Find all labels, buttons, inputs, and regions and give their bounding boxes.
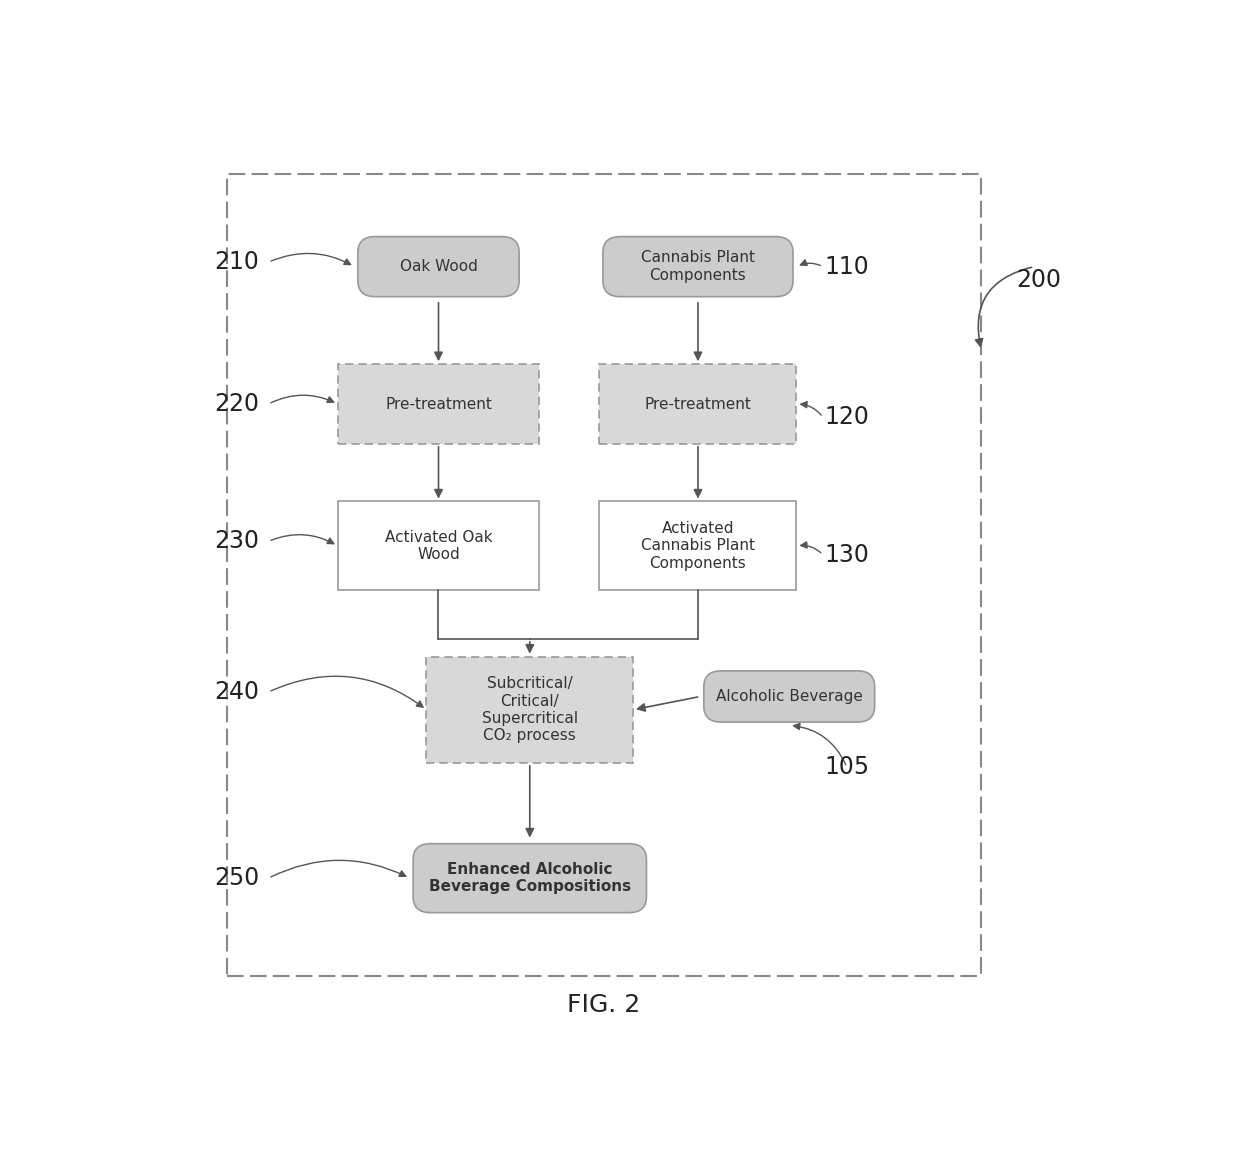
Text: Alcoholic Beverage: Alcoholic Beverage bbox=[715, 689, 863, 704]
Text: Pre-treatment: Pre-treatment bbox=[645, 396, 751, 412]
Text: Subcritical/
Critical/
Supercritical
CO₂ process: Subcritical/ Critical/ Supercritical CO₂… bbox=[481, 676, 578, 744]
FancyBboxPatch shape bbox=[599, 502, 796, 590]
Text: Oak Wood: Oak Wood bbox=[399, 259, 477, 274]
FancyBboxPatch shape bbox=[337, 502, 539, 590]
Text: 220: 220 bbox=[215, 392, 259, 416]
FancyBboxPatch shape bbox=[704, 671, 874, 722]
Text: 230: 230 bbox=[215, 529, 259, 554]
Text: Enhanced Alcoholic
Beverage Compositions: Enhanced Alcoholic Beverage Compositions bbox=[429, 862, 631, 894]
FancyBboxPatch shape bbox=[599, 364, 796, 444]
Text: Cannabis Plant
Components: Cannabis Plant Components bbox=[641, 251, 755, 283]
FancyBboxPatch shape bbox=[603, 237, 794, 297]
FancyBboxPatch shape bbox=[337, 364, 539, 444]
Text: 210: 210 bbox=[215, 250, 259, 274]
FancyBboxPatch shape bbox=[427, 656, 634, 763]
FancyBboxPatch shape bbox=[358, 237, 520, 297]
Text: 110: 110 bbox=[825, 254, 869, 279]
Text: 240: 240 bbox=[215, 680, 259, 704]
Text: 250: 250 bbox=[215, 867, 259, 890]
Text: 200: 200 bbox=[1017, 268, 1061, 292]
Text: 130: 130 bbox=[825, 542, 869, 566]
Text: 120: 120 bbox=[825, 405, 869, 429]
Text: Activated Oak
Wood: Activated Oak Wood bbox=[384, 529, 492, 562]
Text: Activated
Cannabis Plant
Components: Activated Cannabis Plant Components bbox=[641, 521, 755, 571]
Text: 105: 105 bbox=[825, 755, 869, 779]
Text: FIG. 2: FIG. 2 bbox=[567, 993, 640, 1016]
Bar bbox=[227, 174, 982, 976]
Text: Pre-treatment: Pre-treatment bbox=[386, 396, 492, 412]
FancyBboxPatch shape bbox=[413, 844, 646, 913]
